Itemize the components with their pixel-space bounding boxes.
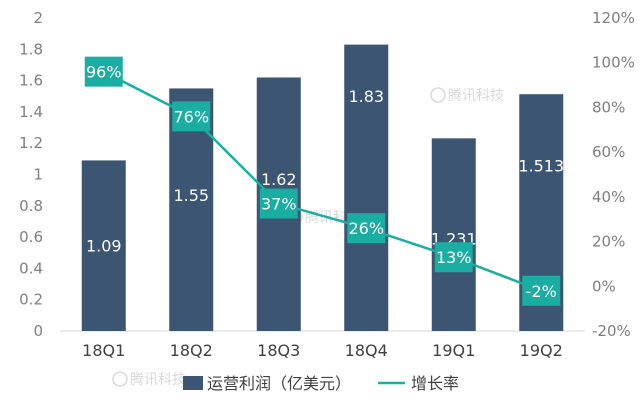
bar	[344, 44, 389, 331]
x-tick-label: 18Q1	[82, 341, 125, 360]
y-left-tick-label: 0.8	[19, 197, 43, 215]
legend-label-line: 增长率	[411, 374, 459, 393]
x-tick-label: 18Q3	[257, 341, 300, 360]
y-left-tick-label: 1.2	[19, 134, 43, 152]
bar-value-label: 1.62	[261, 170, 297, 189]
watermark-logo-icon	[430, 87, 446, 103]
line-value-box	[172, 101, 211, 132]
bar	[81, 160, 126, 331]
bar-value-label: 1.55	[173, 186, 209, 205]
x-tick-label: 18Q2	[170, 341, 213, 360]
bar-value-label: 1.83	[348, 87, 384, 106]
y-right-tick-label: 60%	[592, 143, 625, 161]
x-tick-label: 19Q2	[520, 341, 563, 360]
y-left-tick-label: 2	[33, 9, 43, 27]
y-right-tick-label: 20%	[592, 233, 625, 251]
y-right-tick-label: -20%	[592, 322, 631, 340]
line-value-label: 13%	[436, 248, 472, 267]
line-value-box	[434, 242, 473, 273]
watermark: 腾讯科技	[448, 87, 504, 104]
line-value-label: 26%	[348, 219, 384, 238]
watermark: 腾讯科技	[130, 371, 186, 388]
y-left-tick-label: 1.4	[19, 103, 43, 121]
line-value-box	[522, 275, 561, 306]
line-value-box	[347, 213, 386, 244]
legend-swatch-bar	[183, 376, 203, 390]
y-left-tick-label: 1.8	[19, 40, 43, 58]
line-value-label: 37%	[261, 195, 297, 214]
y-right-tick-label: 120%	[592, 9, 635, 27]
watermark-logo-icon	[112, 371, 128, 387]
y-left-tick-label: 0.2	[19, 291, 43, 309]
line-value-label: 96%	[86, 63, 122, 82]
bar-value-label: 1.09	[86, 237, 122, 256]
y-right-tick-label: 0%	[592, 277, 616, 295]
line-value-box	[259, 188, 298, 219]
line-value-box	[84, 56, 123, 87]
y-left-tick-label: 0.6	[19, 228, 43, 246]
bar	[431, 138, 476, 331]
line-value-label: -2%	[526, 282, 557, 301]
y-right-tick-label: 80%	[592, 98, 625, 116]
y-left-tick-label: 1	[33, 166, 43, 184]
bar-value-label: 1.513	[518, 156, 564, 175]
line-value-label: 76%	[173, 107, 209, 126]
y-right-tick-label: 40%	[592, 188, 625, 206]
y-left-tick-label: 0.4	[19, 259, 43, 277]
y-left-tick-label: 1.6	[19, 72, 43, 90]
x-tick-label: 18Q4	[345, 341, 388, 360]
y-right-tick-label: 100%	[592, 54, 635, 72]
legend-label-bar: 运营利润（亿美元）	[207, 374, 351, 393]
y-left-tick-label: 0	[33, 322, 43, 340]
x-tick-label: 19Q1	[432, 341, 475, 360]
